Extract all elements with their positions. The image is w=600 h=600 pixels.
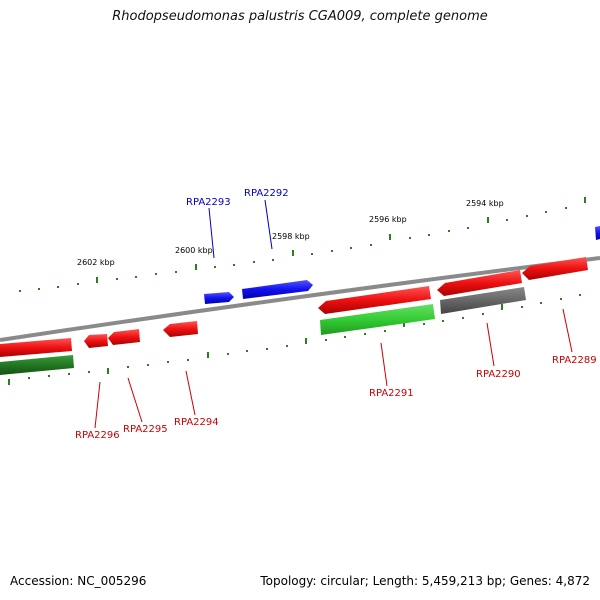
genome-summary-text: Topology: circular; Length: 5,459,213 bp… [260, 574, 590, 588]
gene-rpa2291[interactable] [318, 286, 431, 314]
outer-tick-row [19, 197, 586, 292]
gene-left-darkgreen[interactable] [0, 355, 74, 375]
callout-line [185, 370, 196, 416]
scale-label: 2598 kbp [272, 232, 310, 241]
gene-rpa2292[interactable] [242, 280, 313, 299]
map-title: Rhodopseudomonas palustris CGA009, compl… [112, 9, 488, 24]
scale-label: 2594 kbp [466, 199, 504, 208]
callout-line [486, 322, 495, 367]
callout-line [127, 377, 143, 423]
gene-label-rpa2293[interactable]: RPA2293 [186, 197, 231, 208]
gene-rpa2291-green[interactable] [320, 304, 435, 335]
inner-tick-row [8, 294, 581, 385]
gene-rpa2295[interactable] [108, 329, 140, 345]
gene-rpa2289[interactable] [522, 257, 588, 280]
accession-text: Accession: NC_005296 [10, 574, 147, 588]
callout-line [264, 199, 273, 250]
scale-label: 2600 kbp [175, 246, 213, 255]
callout-line [562, 308, 573, 353]
gene-label-rpa2290[interactable]: RPA2290 [476, 369, 521, 380]
callout-line [94, 381, 101, 429]
gene-label-rpa2295[interactable]: RPA2295 [123, 424, 168, 435]
gene-label-rpa2296[interactable]: RPA2296 [75, 430, 120, 441]
gene-rpa2296[interactable] [84, 334, 108, 348]
gene-label-rpa2292[interactable]: RPA2292 [244, 188, 289, 199]
scale-label: 2596 kbp [369, 215, 407, 224]
callout-line [208, 207, 215, 259]
callout-line [380, 342, 388, 387]
gene-left-edge[interactable] [0, 338, 72, 357]
genome-backbone [0, 256, 600, 342]
gene-rpa2290[interactable] [437, 270, 522, 296]
gene-label-rpa2291[interactable]: RPA2291 [369, 388, 414, 399]
gene-rpa2290-gray[interactable] [440, 287, 526, 314]
gene-label-rpa2294[interactable]: RPA2294 [174, 417, 219, 428]
gene-rpa2293[interactable] [204, 292, 234, 304]
gene-label-rpa2289[interactable]: RPA2289 [552, 355, 597, 366]
scale-label: 2602 kbp [77, 258, 115, 267]
gene-rpa2294[interactable] [163, 321, 198, 337]
gene-edge-right[interactable] [595, 226, 600, 240]
